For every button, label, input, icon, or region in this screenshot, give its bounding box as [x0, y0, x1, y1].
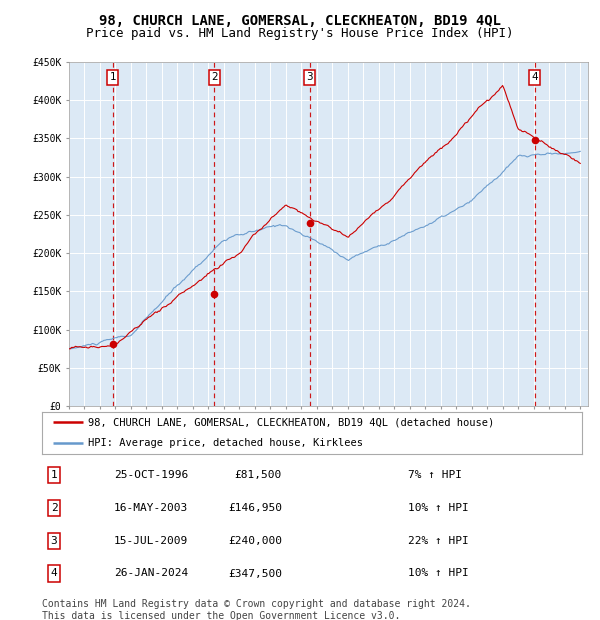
Text: HPI: Average price, detached house, Kirklees: HPI: Average price, detached house, Kirk… — [88, 438, 363, 448]
Text: 2: 2 — [50, 503, 58, 513]
Text: 98, CHURCH LANE, GOMERSAL, CLECKHEATON, BD19 4QL: 98, CHURCH LANE, GOMERSAL, CLECKHEATON, … — [99, 14, 501, 28]
Text: Price paid vs. HM Land Registry's House Price Index (HPI): Price paid vs. HM Land Registry's House … — [86, 27, 514, 40]
Text: 15-JUL-2009: 15-JUL-2009 — [114, 536, 188, 546]
Text: 98, CHURCH LANE, GOMERSAL, CLECKHEATON, BD19 4QL (detached house): 98, CHURCH LANE, GOMERSAL, CLECKHEATON, … — [88, 417, 494, 427]
Text: 1: 1 — [50, 470, 58, 480]
Text: 10% ↑ HPI: 10% ↑ HPI — [408, 569, 469, 578]
Text: 25-OCT-1996: 25-OCT-1996 — [114, 470, 188, 480]
Text: £81,500: £81,500 — [235, 470, 282, 480]
Text: 2: 2 — [211, 73, 217, 82]
Text: £146,950: £146,950 — [228, 503, 282, 513]
Text: 26-JAN-2024: 26-JAN-2024 — [114, 569, 188, 578]
Text: 4: 4 — [50, 569, 58, 578]
Text: 22% ↑ HPI: 22% ↑ HPI — [408, 536, 469, 546]
Text: Contains HM Land Registry data © Crown copyright and database right 2024.
This d: Contains HM Land Registry data © Crown c… — [42, 599, 471, 620]
Text: 1: 1 — [109, 73, 116, 82]
Text: 7% ↑ HPI: 7% ↑ HPI — [408, 470, 462, 480]
Text: £240,000: £240,000 — [228, 536, 282, 546]
Text: 3: 3 — [50, 536, 58, 546]
Text: 4: 4 — [532, 73, 538, 82]
Text: 10% ↑ HPI: 10% ↑ HPI — [408, 503, 469, 513]
Text: 16-MAY-2003: 16-MAY-2003 — [114, 503, 188, 513]
Text: 3: 3 — [307, 73, 313, 82]
Text: £347,500: £347,500 — [228, 569, 282, 578]
